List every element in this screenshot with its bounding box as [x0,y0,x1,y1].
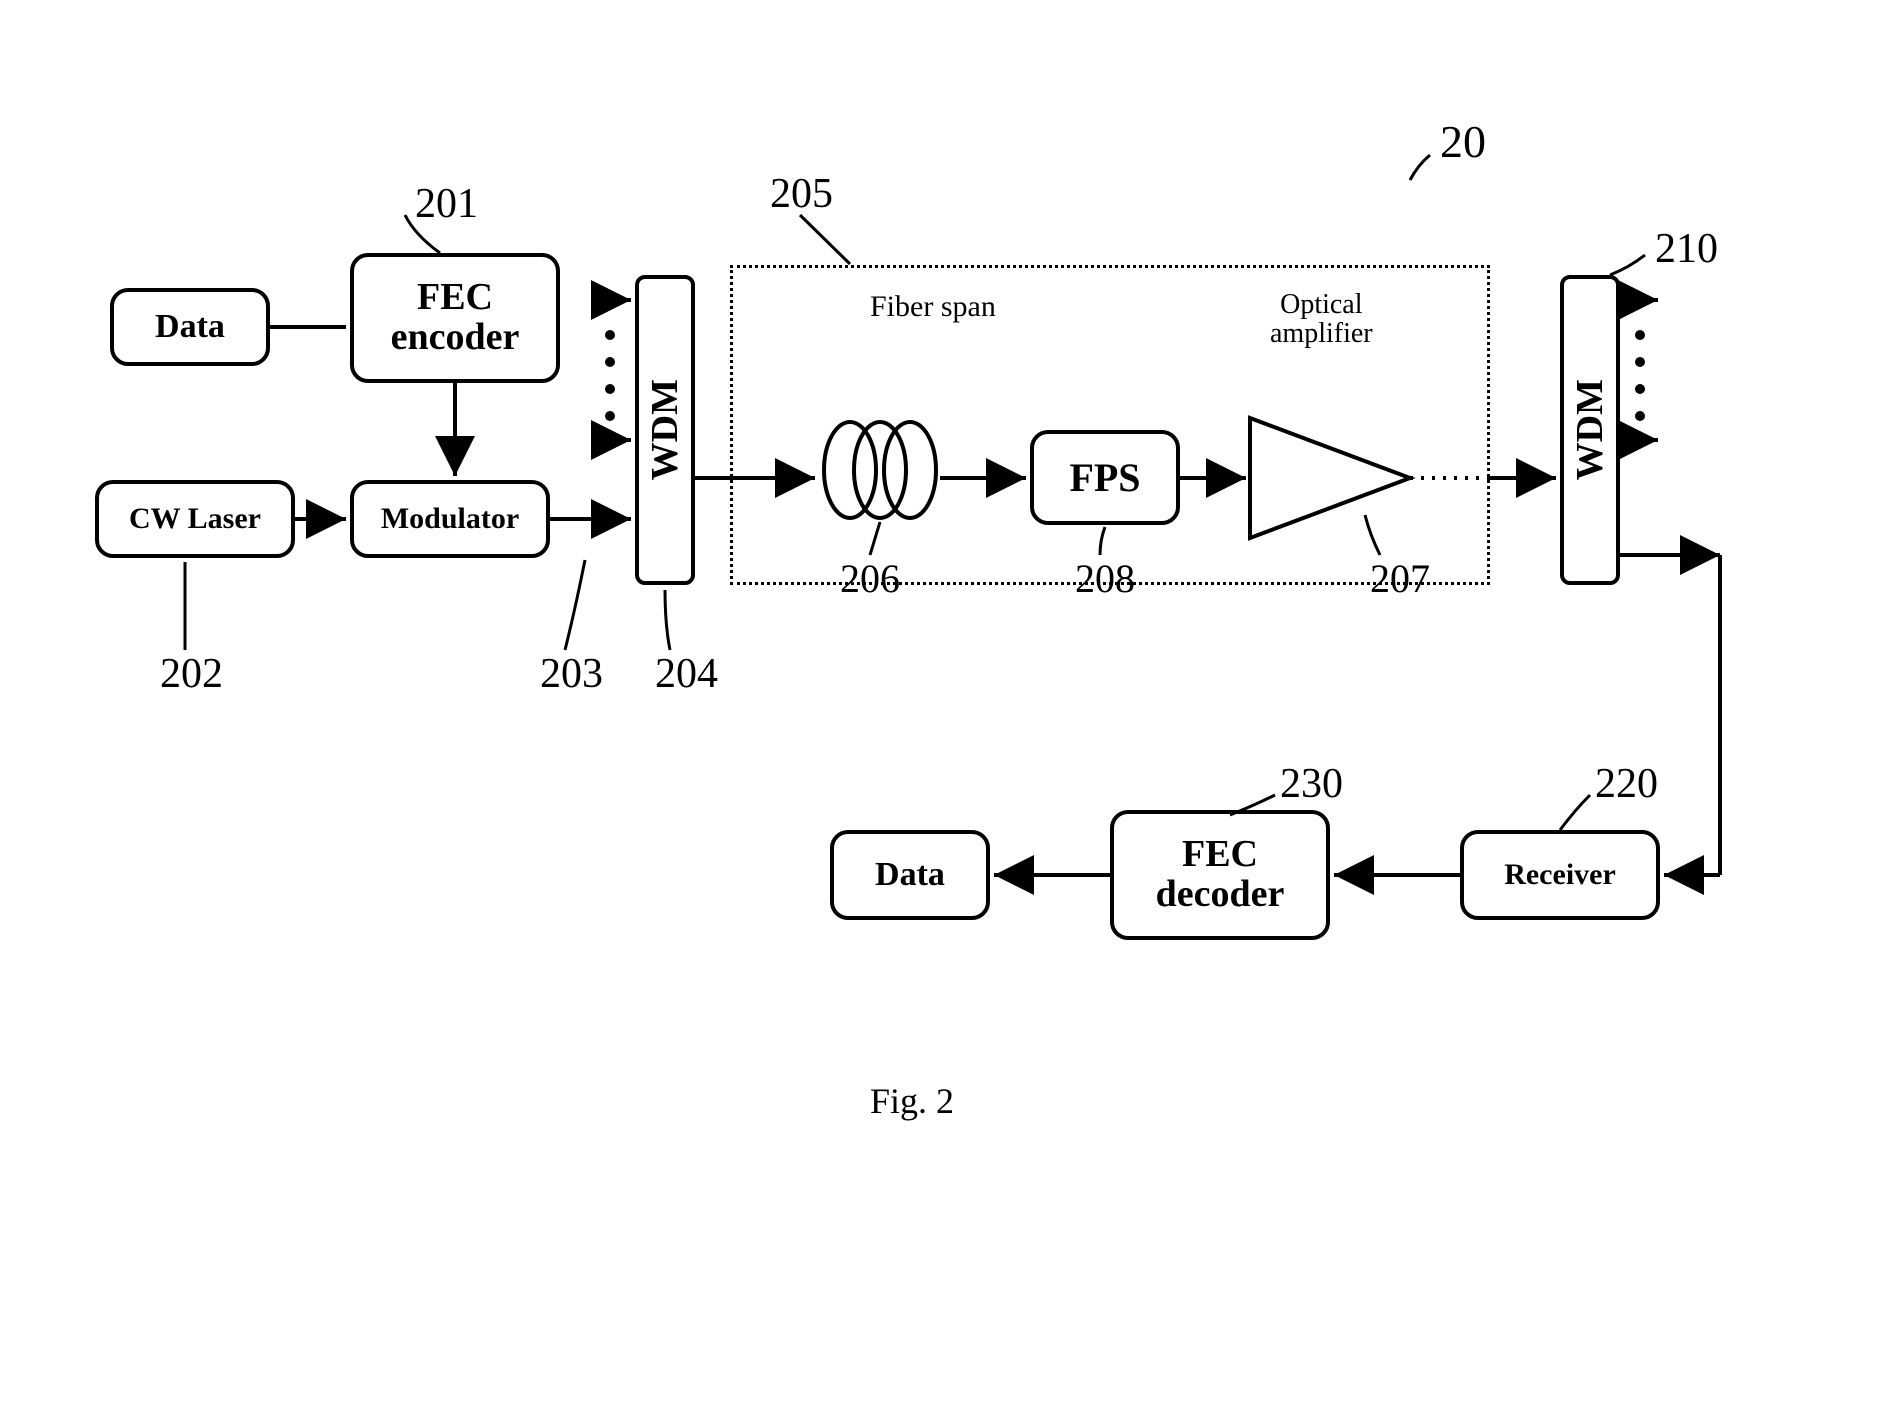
ref-230: 230 [1280,760,1343,808]
ref-210: 210 [1655,225,1718,273]
connections-overlay [0,0,1881,1401]
ref-20: 20 [1440,115,1486,168]
ref-207: 207 [1370,555,1430,602]
figure-canvas: Data FEC encoder CW Laser Modulator WDM … [0,0,1881,1401]
fec-decoder-block: FEC decoder [1110,810,1330,940]
wdm-mux-block: WDM [635,275,695,585]
ref-202: 202 [160,650,223,698]
fiber-span-box [730,265,1490,585]
modulator-block: Modulator [350,480,550,558]
data-out-block: Data [830,830,990,920]
fec-encoder-block: FEC encoder [350,253,560,383]
ref-205: 205 [770,170,833,218]
ref-208: 208 [1075,555,1135,602]
wdm-demux-block: WDM [1560,275,1620,585]
fiber-span-text: Fiber span [870,290,996,324]
receiver-block: Receiver [1460,830,1660,920]
fps-block: FPS [1030,430,1180,525]
ref-220: 220 [1595,760,1658,808]
ref-201: 201 [415,180,478,228]
figure-caption: Fig. 2 [870,1080,954,1122]
ref-204: 204 [655,650,718,698]
cw-laser-block: CW Laser [95,480,295,558]
wdm-demux-label: WDM [1568,379,1612,480]
ref-206: 206 [840,555,900,602]
data-in-block: Data [110,288,270,366]
ref-203: 203 [540,650,603,698]
optical-amp-text: Optical amplifier [1270,290,1373,349]
wdm-mux-label: WDM [643,379,687,480]
